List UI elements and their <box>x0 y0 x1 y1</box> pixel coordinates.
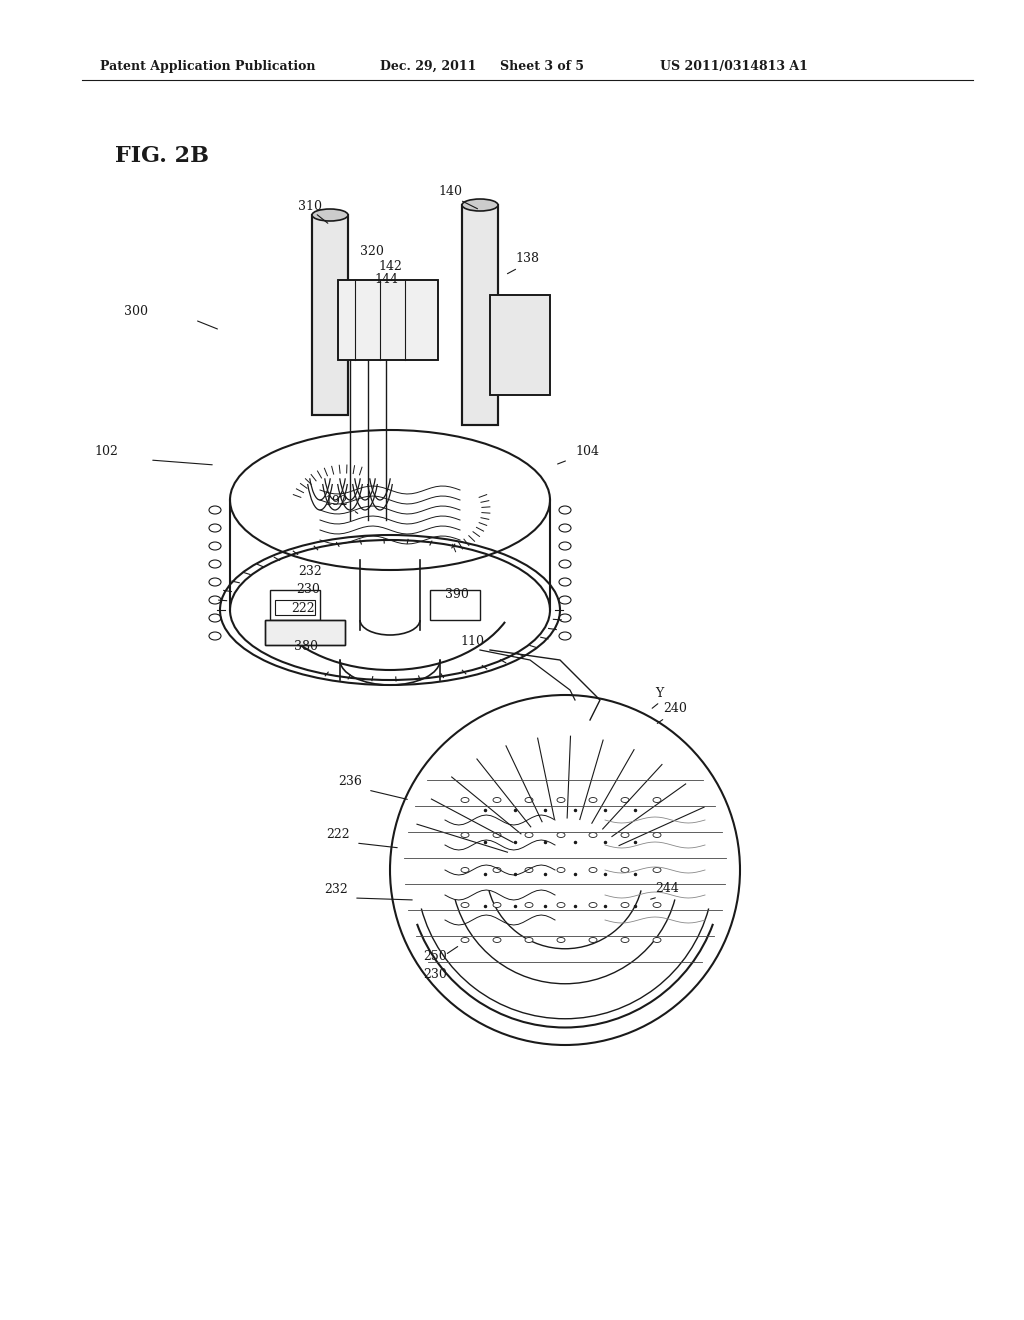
Text: 230: 230 <box>296 583 319 597</box>
Bar <box>275 601 315 615</box>
Ellipse shape <box>461 903 469 908</box>
Bar <box>265 620 345 645</box>
Text: 232: 232 <box>325 883 348 896</box>
Text: 390: 390 <box>445 587 469 601</box>
Ellipse shape <box>525 903 534 908</box>
Ellipse shape <box>621 833 629 837</box>
Ellipse shape <box>621 937 629 942</box>
Text: Patent Application Publication: Patent Application Publication <box>100 59 315 73</box>
Ellipse shape <box>653 867 662 873</box>
Text: 240: 240 <box>663 702 687 715</box>
Ellipse shape <box>461 833 469 837</box>
Text: 142: 142 <box>378 260 401 273</box>
Text: FIG. 2B: FIG. 2B <box>115 145 209 168</box>
Ellipse shape <box>589 937 597 942</box>
Ellipse shape <box>493 903 501 908</box>
Bar <box>462 205 498 425</box>
Bar <box>490 294 550 395</box>
Circle shape <box>390 696 740 1045</box>
Text: 232: 232 <box>298 565 322 578</box>
Text: US 2011/0314813 A1: US 2011/0314813 A1 <box>660 59 808 73</box>
Text: 222: 222 <box>327 828 350 841</box>
Text: Y: Y <box>655 686 664 700</box>
Text: 222: 222 <box>292 602 315 615</box>
Text: 138: 138 <box>515 252 539 265</box>
Text: 102: 102 <box>94 445 118 458</box>
Text: 104: 104 <box>575 445 599 458</box>
Bar <box>490 294 550 395</box>
Ellipse shape <box>557 867 565 873</box>
Bar <box>270 590 319 620</box>
Bar <box>312 215 348 414</box>
Bar <box>338 280 438 360</box>
Ellipse shape <box>493 937 501 942</box>
Ellipse shape <box>525 867 534 873</box>
Text: 144: 144 <box>374 273 398 286</box>
Ellipse shape <box>621 903 629 908</box>
Ellipse shape <box>653 903 662 908</box>
Text: 250: 250 <box>423 950 446 964</box>
Ellipse shape <box>462 199 498 211</box>
Ellipse shape <box>621 867 629 873</box>
Text: Dec. 29, 2011: Dec. 29, 2011 <box>380 59 476 73</box>
Bar <box>338 280 438 360</box>
Bar <box>462 205 498 425</box>
Ellipse shape <box>461 867 469 873</box>
Text: Sheet 3 of 5: Sheet 3 of 5 <box>500 59 584 73</box>
Bar <box>430 590 480 620</box>
Ellipse shape <box>589 903 597 908</box>
Text: 300: 300 <box>124 305 148 318</box>
Ellipse shape <box>461 797 469 803</box>
Ellipse shape <box>525 833 534 837</box>
Ellipse shape <box>589 867 597 873</box>
Ellipse shape <box>653 833 662 837</box>
Ellipse shape <box>312 209 348 220</box>
Ellipse shape <box>589 833 597 837</box>
Ellipse shape <box>493 833 501 837</box>
Ellipse shape <box>525 797 534 803</box>
Ellipse shape <box>557 797 565 803</box>
Text: 110: 110 <box>460 635 484 648</box>
Text: 236: 236 <box>338 775 362 788</box>
Ellipse shape <box>525 937 534 942</box>
Text: 320: 320 <box>360 246 384 257</box>
Text: 140: 140 <box>438 185 462 198</box>
Ellipse shape <box>653 937 662 942</box>
Text: 380: 380 <box>294 640 318 653</box>
Ellipse shape <box>493 797 501 803</box>
Text: 310: 310 <box>298 201 322 213</box>
Text: 244: 244 <box>655 882 679 895</box>
Text: 230: 230 <box>423 968 446 981</box>
Ellipse shape <box>557 833 565 837</box>
Ellipse shape <box>461 937 469 942</box>
Bar <box>312 215 348 414</box>
Ellipse shape <box>557 937 565 942</box>
Ellipse shape <box>653 797 662 803</box>
Text: 192: 192 <box>325 495 348 508</box>
Ellipse shape <box>493 867 501 873</box>
Ellipse shape <box>621 797 629 803</box>
Ellipse shape <box>557 903 565 908</box>
Bar <box>265 620 345 645</box>
Ellipse shape <box>589 797 597 803</box>
